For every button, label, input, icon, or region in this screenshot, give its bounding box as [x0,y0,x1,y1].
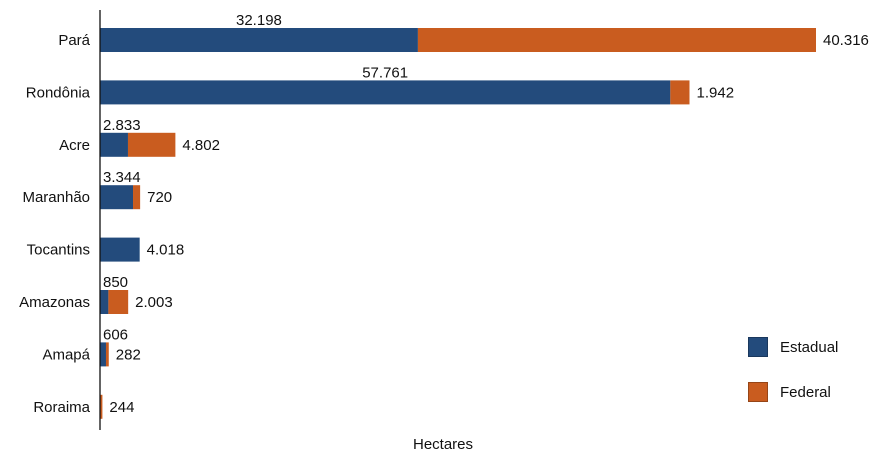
bar-federal-roraima [100,394,103,419]
data-label-estadual-amazonas: 850 [103,274,128,291]
data-label-federal-amazonas: 2.003 [135,294,173,311]
data-label-federal-rondonia: 1.942 [697,84,735,101]
bar-estadual-rondonia [100,80,671,105]
bar-estadual-para [100,28,418,52]
legend-label-estadual: Estadual [780,338,839,356]
legend-label-federal: Federal [780,383,831,401]
bar-estadual-tocantins [100,237,140,262]
legend-swatch-federal [748,382,768,402]
x-axis-label: Hectares [412,436,474,453]
data-label-estadual-tocantins: 4.018 [147,242,185,259]
category-label-rondonia: Rondônia [26,84,91,101]
data-label-federal-roraima: 244 [109,399,134,416]
bar-estadual-maranhao [100,185,134,210]
bar-federal-acre [127,132,176,157]
legend-swatch-estadual [748,337,768,357]
legend: Estadual Federal [748,337,838,427]
category-label-tocantins: Tocantins [27,242,90,259]
data-label-federal-maranhao: 720 [147,189,172,206]
bar-federal-para [417,28,816,52]
data-label-federal-para: 40.316 [823,32,869,49]
data-label-federal-amapa: 282 [116,346,141,363]
legend-item-federal: Federal [748,382,838,402]
data-label-estadual-rondonia: 57.761 [362,64,408,81]
bar-estadual-acre [100,132,128,157]
data-label-estadual-acre: 2.833 [103,117,141,134]
category-label-maranhao: Maranhão [22,189,90,206]
data-label-estadual-amapa: 606 [103,326,128,343]
data-label-federal-acre: 4.802 [182,137,220,154]
bar-estadual-amapa [100,342,106,367]
category-label-amapa: Amapá [42,346,90,363]
bar-federal-rondonia [670,80,690,105]
data-label-estadual-maranhao: 3.344 [103,169,141,186]
category-label-para: Pará [58,32,90,49]
bar-federal-amapa [105,342,109,367]
bar-federal-maranhao [133,185,141,210]
category-label-amazonas: Amazonas [19,294,90,311]
category-label-acre: Acre [59,137,90,154]
data-label-estadual-para: 32.198 [236,12,282,29]
category-label-roraima: Roraima [33,399,90,416]
legend-item-estadual: Estadual [748,337,838,357]
bar-estadual-amazonas [100,290,109,314]
bar-federal-amazonas [108,290,129,314]
